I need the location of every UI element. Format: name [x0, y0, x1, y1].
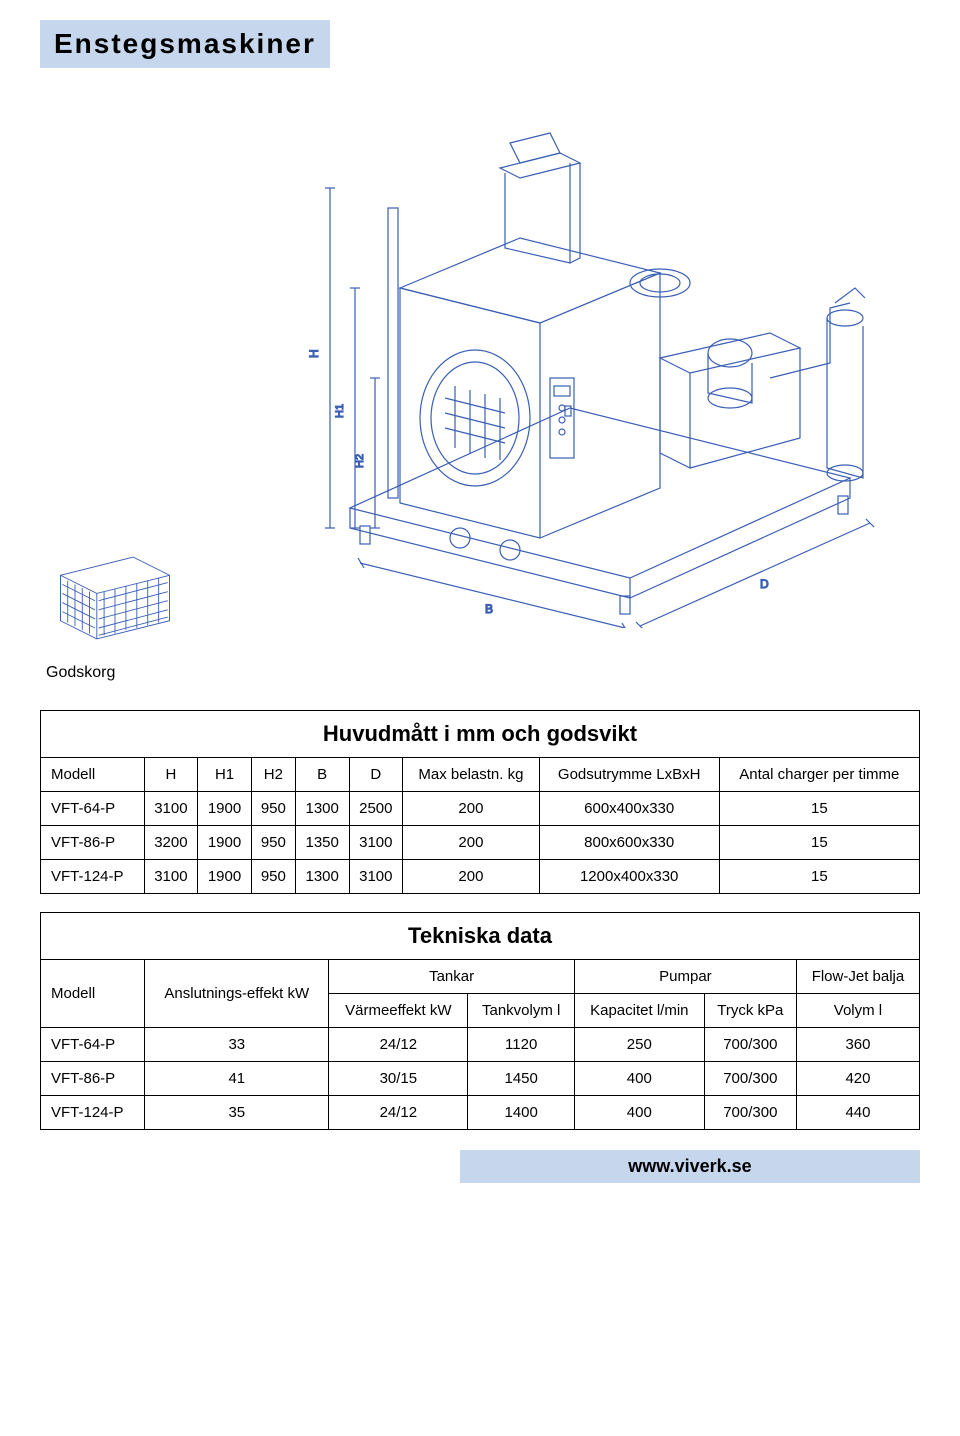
table-cell: 400: [574, 1062, 704, 1096]
table-cell: 1200x400x330: [539, 860, 719, 894]
col-h2: H2: [251, 758, 295, 792]
table-cell: VFT-86-P: [41, 826, 145, 860]
table-cell: 700/300: [704, 1028, 796, 1062]
table-row: VFT-86-P3200190095013503100200800x600x33…: [41, 826, 920, 860]
table-cell: 15: [719, 826, 919, 860]
table-cell: 1300: [295, 792, 349, 826]
col-modell: Modell: [41, 758, 145, 792]
table-cell: 41: [145, 1062, 329, 1096]
table-cell: 600x400x330: [539, 792, 719, 826]
svg-text:D: D: [760, 577, 769, 591]
svg-text:H: H: [307, 349, 321, 358]
table-cell: VFT-124-P: [41, 860, 145, 894]
table-cell: 24/12: [329, 1096, 468, 1130]
basket-column: [40, 548, 190, 648]
table-cell: 440: [796, 1096, 919, 1130]
table-row: VFT-124-P3524/121400400700/300440: [41, 1096, 920, 1130]
table-row: VFT-64-P3100190095013002500200600x400x33…: [41, 792, 920, 826]
table-cell: 200: [403, 792, 540, 826]
table-cell: 200: [403, 826, 540, 860]
col-h: H: [144, 758, 198, 792]
col-b: B: [295, 758, 349, 792]
basket-icon: [45, 548, 185, 648]
table-cell: 24/12: [329, 1028, 468, 1062]
table-cell: 15: [719, 792, 919, 826]
table-cell: 420: [796, 1062, 919, 1096]
group-tankar: Tankar: [329, 960, 575, 994]
table-cell: 250: [574, 1028, 704, 1062]
table1-header-row: Modell H H1 H2 B D Max belastn. kg Godsu…: [41, 758, 920, 792]
col-h1: H1: [198, 758, 252, 792]
footer-url: www.viverk.se: [460, 1150, 920, 1183]
col-charger: Antal charger per timme: [719, 758, 919, 792]
table-cell: 35: [145, 1096, 329, 1130]
svg-text:B: B: [485, 602, 493, 616]
col2-volym: Volym l: [796, 994, 919, 1028]
table-cell: 360: [796, 1028, 919, 1062]
table1-title: Huvudmått i mm och godsvikt: [40, 710, 920, 757]
group-pumpar: Pumpar: [574, 960, 796, 994]
col2-varme: Värmeeffekt kW: [329, 994, 468, 1028]
dimensions-table: Modell H H1 H2 B D Max belastn. kg Godsu…: [40, 757, 920, 894]
col2-modell: Modell: [41, 960, 145, 1028]
table-cell: 3100: [349, 826, 403, 860]
table-row: VFT-86-P4130/151450400700/300420: [41, 1062, 920, 1096]
table-cell: 1900: [198, 826, 252, 860]
col2-anslut: Anslutnings-effekt kW: [145, 960, 329, 1028]
table2-group-row: Modell Anslutnings-effekt kW Tankar Pump…: [41, 960, 920, 994]
table-cell: 950: [251, 792, 295, 826]
col2-tankvol: Tankvolym l: [468, 994, 574, 1028]
page-title: Enstegsmaskiner: [40, 20, 330, 68]
table-cell: 950: [251, 826, 295, 860]
table-cell: 1350: [295, 826, 349, 860]
table-cell: 3100: [144, 860, 198, 894]
col-d: D: [349, 758, 403, 792]
table-cell: VFT-124-P: [41, 1096, 145, 1130]
table-row: VFT-124-P31001900950130031002001200x400x…: [41, 860, 920, 894]
table-row: VFT-64-P3324/121120250700/300360: [41, 1028, 920, 1062]
table-cell: 3200: [144, 826, 198, 860]
table-cell: 33: [145, 1028, 329, 1062]
machine-diagram: H H1 H2 B D: [230, 108, 890, 628]
table-cell: VFT-64-P: [41, 792, 145, 826]
col-max: Max belastn. kg: [403, 758, 540, 792]
basket-caption: Godskorg: [46, 664, 920, 682]
table-cell: 3100: [144, 792, 198, 826]
table-cell: 15: [719, 860, 919, 894]
table-cell: 3100: [349, 860, 403, 894]
table-cell: VFT-86-P: [41, 1062, 145, 1096]
table-cell: 1900: [198, 860, 252, 894]
diagram-area: H H1 H2 B D: [40, 88, 920, 648]
table-cell: VFT-64-P: [41, 1028, 145, 1062]
table-cell: 700/300: [704, 1062, 796, 1096]
group-flowjet: Flow-Jet balja: [796, 960, 919, 994]
col2-tryck: Tryck kPa: [704, 994, 796, 1028]
machine-column: H H1 H2 B D: [200, 88, 920, 648]
table2-title: Tekniska data: [40, 912, 920, 959]
table-cell: 1900: [198, 792, 252, 826]
table-cell: 2500: [349, 792, 403, 826]
table-cell: 400: [574, 1096, 704, 1130]
col-gods: Godsutrymme LxBxH: [539, 758, 719, 792]
table-cell: 950: [251, 860, 295, 894]
table-cell: 30/15: [329, 1062, 468, 1096]
table-cell: 1300: [295, 860, 349, 894]
table-cell: 1450: [468, 1062, 574, 1096]
table-cell: 200: [403, 860, 540, 894]
table-cell: 1400: [468, 1096, 574, 1130]
svg-text:H2: H2: [354, 454, 366, 468]
table-cell: 700/300: [704, 1096, 796, 1130]
svg-text:H1: H1: [334, 404, 346, 418]
table-cell: 800x600x330: [539, 826, 719, 860]
table-cell: 1120: [468, 1028, 574, 1062]
col2-kapac: Kapacitet l/min: [574, 994, 704, 1028]
technical-table: Modell Anslutnings-effekt kW Tankar Pump…: [40, 959, 920, 1130]
